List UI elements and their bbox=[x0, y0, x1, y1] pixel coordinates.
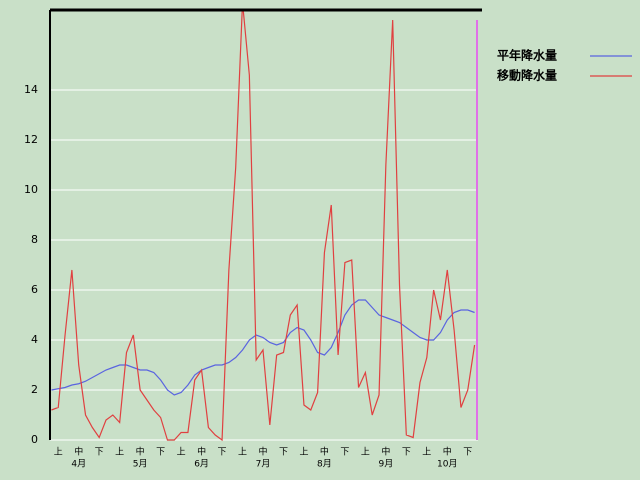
month-label: 10月 bbox=[437, 459, 457, 470]
y-tick-label: 2 bbox=[31, 383, 38, 396]
x-tick-label: 下 bbox=[402, 448, 411, 458]
x-tick-label: 上 bbox=[177, 447, 186, 458]
x-tick-label: 下 bbox=[95, 448, 104, 458]
y-tick-label: 14 bbox=[24, 83, 38, 96]
y-tick-label: 12 bbox=[24, 133, 38, 146]
x-tick-label: 上 bbox=[54, 447, 63, 458]
x-tick-label: 中 bbox=[136, 446, 145, 458]
month-label: 8月 bbox=[317, 459, 332, 470]
x-tick-label: 下 bbox=[156, 448, 165, 458]
series-line bbox=[51, 299, 475, 396]
x-tick-label: 下 bbox=[218, 448, 227, 458]
month-label: 4月 bbox=[71, 459, 86, 470]
month-label: 5月 bbox=[133, 459, 148, 470]
x-tick-label: 下 bbox=[340, 448, 349, 458]
labels: 02468101214上 中4月下上中5月下上中6月下上中7月下上中8月下上中9月… bbox=[24, 48, 632, 470]
x-tick-label: 中 bbox=[443, 446, 452, 458]
x-tick-label: 下 bbox=[463, 448, 472, 458]
month-label: 9月 bbox=[378, 459, 393, 470]
y-tick-label: 8 bbox=[31, 233, 38, 246]
legend-label: 移動降水量 bbox=[497, 68, 557, 83]
x-tick-label: 中 bbox=[320, 446, 329, 458]
legend-label: 平年降水量 bbox=[497, 48, 557, 63]
series-line bbox=[51, 10, 476, 442]
grid bbox=[50, 89, 478, 441]
x-tick-label: 上 bbox=[238, 447, 247, 458]
x-tick-label: 中 bbox=[381, 446, 390, 458]
lines bbox=[51, 10, 476, 442]
x-tick-label: 中 bbox=[74, 446, 83, 458]
month-label: 6月 bbox=[194, 459, 209, 470]
x-tick-label: 上 bbox=[361, 447, 370, 458]
x-tick-label: 上 bbox=[422, 447, 431, 458]
x-tick-label: 上 bbox=[115, 447, 124, 458]
x-tick-label: 中 bbox=[197, 446, 206, 458]
x-tick-label: 上 bbox=[299, 447, 308, 458]
month-label: 7月 bbox=[256, 459, 271, 470]
x-tick-label: 中 bbox=[258, 446, 267, 458]
x-tick-label: 下 bbox=[279, 448, 288, 458]
y-tick-label: 0 bbox=[31, 433, 38, 446]
y-tick-label: 4 bbox=[31, 333, 38, 346]
y-tick-label: 6 bbox=[31, 283, 38, 296]
y-tick-label: 10 bbox=[24, 183, 38, 196]
